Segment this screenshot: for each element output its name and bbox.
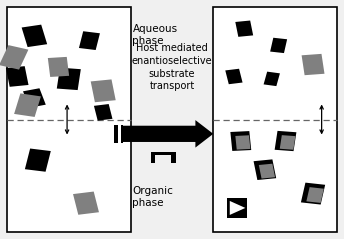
Bar — [227, 198, 247, 218]
Bar — [151, 152, 176, 155]
Polygon shape — [301, 183, 325, 205]
Polygon shape — [23, 88, 46, 108]
Bar — [121, 125, 123, 143]
Bar — [7, 7, 131, 232]
Polygon shape — [25, 148, 51, 172]
Polygon shape — [235, 135, 250, 150]
Text: Organic
phase: Organic phase — [132, 186, 173, 208]
Polygon shape — [57, 68, 81, 90]
Polygon shape — [225, 69, 243, 84]
Polygon shape — [91, 79, 116, 102]
Polygon shape — [14, 93, 41, 117]
Text: Host mediated
enantioselective
substrate
transport: Host mediated enantioselective substrate… — [132, 43, 212, 92]
Polygon shape — [259, 164, 275, 179]
FancyArrow shape — [122, 120, 213, 147]
Polygon shape — [230, 201, 245, 215]
Bar — [151, 152, 155, 163]
Bar — [114, 125, 118, 143]
Polygon shape — [6, 66, 29, 87]
Polygon shape — [235, 21, 253, 37]
Polygon shape — [280, 135, 295, 150]
Polygon shape — [254, 159, 276, 180]
Polygon shape — [22, 25, 47, 47]
Polygon shape — [94, 104, 112, 121]
Text: Aqueous
phase: Aqueous phase — [132, 24, 178, 45]
Polygon shape — [73, 191, 99, 215]
Polygon shape — [270, 38, 287, 53]
Bar — [171, 152, 176, 163]
Polygon shape — [264, 72, 280, 86]
Polygon shape — [0, 45, 29, 70]
Polygon shape — [48, 57, 69, 77]
Polygon shape — [302, 54, 324, 75]
Bar — [213, 7, 337, 232]
Polygon shape — [307, 187, 324, 203]
Polygon shape — [275, 131, 297, 151]
Polygon shape — [79, 31, 100, 50]
Polygon shape — [230, 131, 251, 151]
